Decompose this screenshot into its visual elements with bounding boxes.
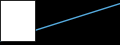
Bar: [0, 0, 35, 41]
